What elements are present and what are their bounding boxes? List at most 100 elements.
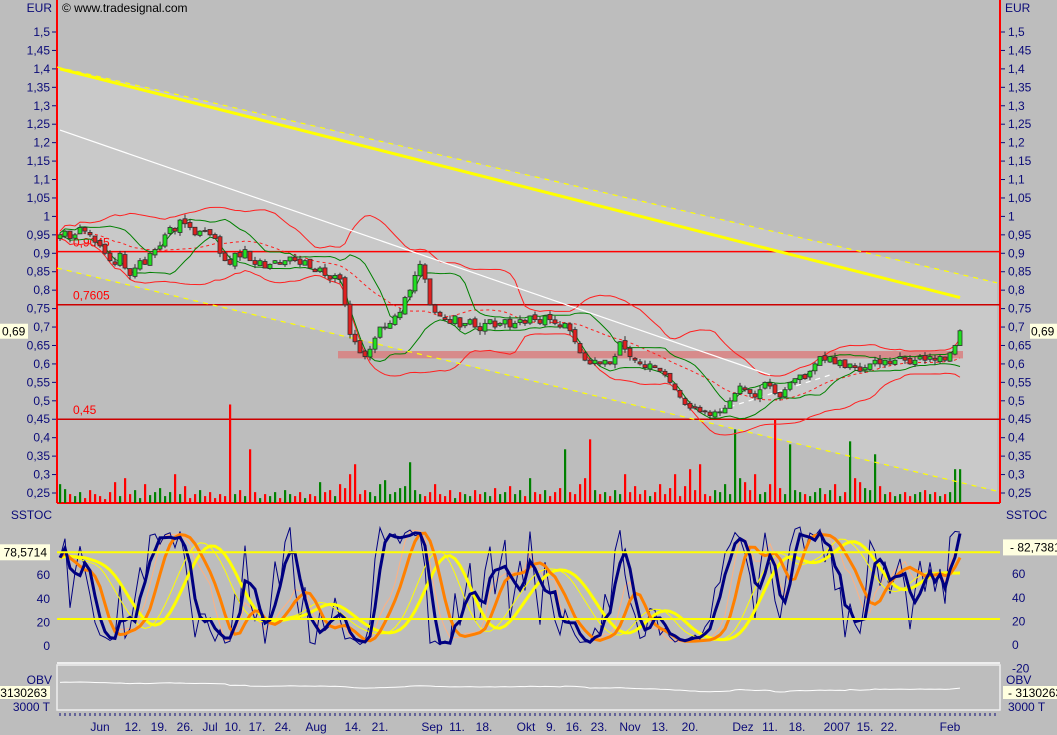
volume-bar (469, 496, 472, 503)
candle-body (462, 322, 468, 327)
volume-bar (904, 492, 907, 503)
trendline-channel-upper (56, 66, 998, 284)
candle-body (317, 267, 323, 272)
price-tick-label-left: 1,45 (27, 43, 51, 57)
volume-bar (714, 490, 717, 503)
candle-body (347, 303, 353, 335)
volume-bar (699, 464, 702, 503)
volume-bar (214, 498, 217, 503)
candle-body (887, 360, 893, 365)
envelope-lower (59, 236, 961, 420)
candle-body (92, 235, 98, 243)
volume-bar (559, 488, 562, 503)
volume-bar (209, 492, 212, 503)
volume-bar (579, 484, 582, 503)
candle-body (437, 311, 443, 317)
volume-bar (679, 496, 682, 503)
candle-body (827, 356, 833, 363)
candle-body (557, 324, 563, 328)
candle-body (937, 356, 943, 363)
volume-bar (369, 492, 372, 503)
candle-body (637, 361, 643, 365)
candle-body (597, 361, 603, 365)
volume-bar (114, 482, 117, 503)
price-tick-label-left: 1,15 (27, 154, 51, 168)
volume-bar (69, 494, 72, 503)
volume-bar (274, 492, 277, 503)
price-tick-label-right: 1,2 (1008, 136, 1025, 150)
volume-bar (299, 492, 302, 503)
candle-body (202, 230, 208, 232)
candle-body (192, 226, 198, 236)
candle-body (57, 234, 63, 239)
volume-bar (574, 494, 577, 503)
volume-bar (364, 490, 367, 503)
volume-bar (439, 494, 442, 503)
price-tick-label-left: 0,45 (27, 412, 51, 426)
volume-bar (204, 496, 207, 503)
candle-body (542, 315, 548, 326)
stoch-value-left: 78,5714 (4, 545, 48, 559)
candle-body (447, 319, 453, 324)
volume-bar (174, 474, 177, 503)
volume-bar (499, 494, 502, 503)
volume-bar (744, 482, 747, 503)
volume-bar (124, 478, 127, 503)
candle-body (912, 359, 918, 365)
obv-title-right: OBV (1006, 673, 1031, 687)
volume-bar (669, 488, 672, 503)
candle-body (942, 356, 948, 361)
volume-bar (709, 496, 712, 503)
candle-body (902, 356, 908, 361)
candle-body (457, 317, 463, 328)
obv-panel[interactable] (56, 664, 1001, 711)
volume-bar (399, 488, 402, 503)
volume-bar (619, 494, 622, 503)
candle-body (502, 319, 508, 325)
volume-bar (339, 484, 342, 503)
price-tick-label-right: 0,9 (1008, 246, 1025, 260)
price-tick-label-left: 0,55 (27, 375, 51, 389)
candle-body (732, 393, 738, 402)
candle-body (167, 227, 173, 234)
price-tick-label-left: 0,5 (33, 394, 50, 408)
price-tick-label-right: 0,75 (1008, 302, 1032, 316)
candle-body (837, 359, 843, 367)
volume-bar (879, 486, 882, 503)
price-tick-label-right: 0,8 (1008, 283, 1025, 297)
volume-bar (954, 469, 957, 503)
volume-bar (779, 488, 782, 503)
volume-bar (254, 492, 257, 503)
candle-body (227, 259, 233, 265)
volume-bar (529, 478, 532, 503)
candle-body (102, 243, 108, 254)
candle-body (897, 356, 903, 360)
current-price-box-right (1030, 323, 1057, 339)
candle-body (417, 263, 423, 277)
candle-body (747, 389, 753, 394)
volume-bar (89, 490, 92, 503)
volume-bar (159, 488, 162, 503)
candle-body (607, 361, 613, 365)
price-tick-label-right: 0,65 (1008, 338, 1032, 352)
volume-bar (674, 474, 677, 503)
candle-body (692, 406, 698, 409)
candle-body (152, 249, 158, 256)
volume-bar (424, 496, 427, 503)
price-tick-label-left: 0,25 (27, 486, 51, 500)
volume-bar (784, 494, 787, 503)
volume-bar (334, 496, 337, 503)
volume-bar (354, 464, 357, 503)
stoch-tick-label-left: 20 (37, 615, 51, 629)
stochastic-panel[interactable] (57, 505, 1000, 664)
price-tick-label-left: 0,6 (33, 357, 50, 371)
volume-bar (189, 498, 192, 503)
candle-body (257, 260, 263, 267)
volume-bar (459, 492, 462, 503)
volume-bar (524, 496, 527, 503)
volume-bar (959, 469, 962, 503)
volume-bar (444, 496, 447, 503)
candle-body (697, 406, 703, 413)
